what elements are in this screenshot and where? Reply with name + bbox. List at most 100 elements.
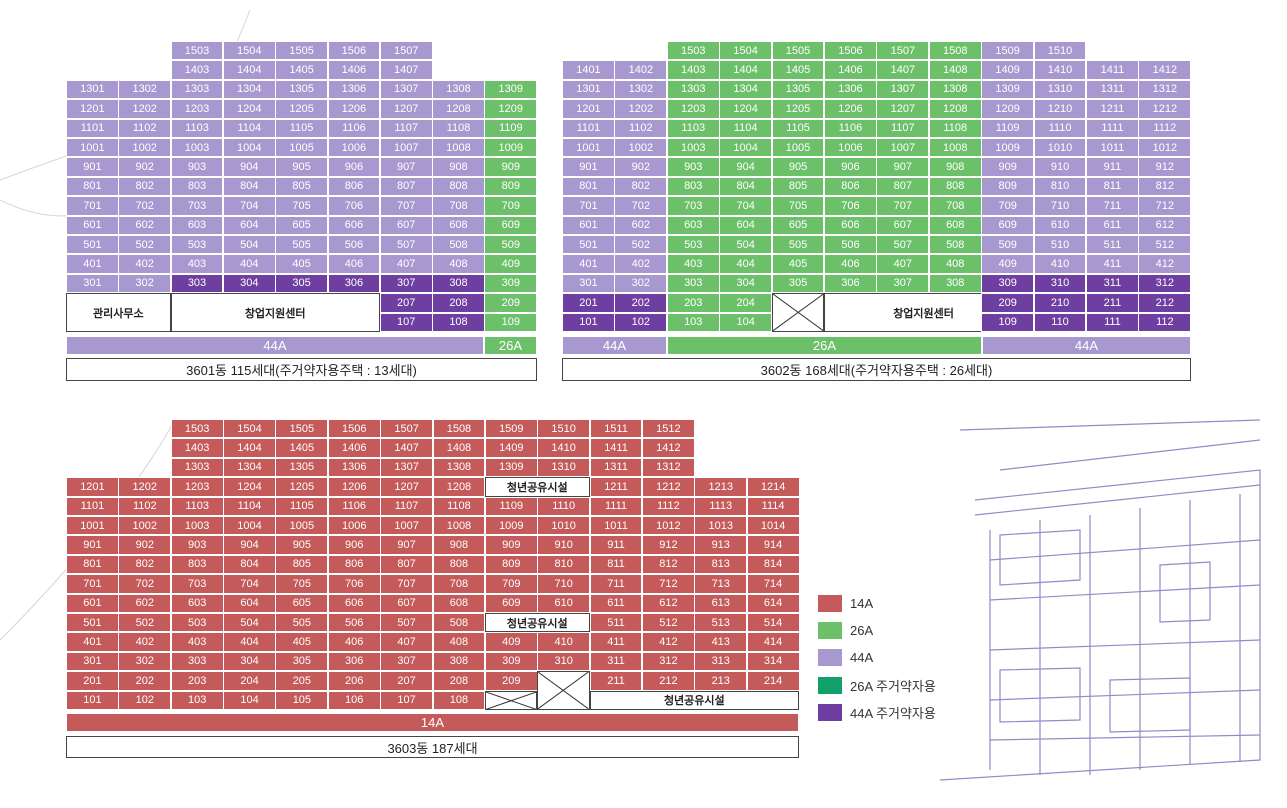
unit-cell: 212 — [1138, 293, 1192, 313]
unit-cell: 605 — [771, 215, 825, 235]
unit-cell: 1105 — [275, 496, 329, 516]
legend-swatch — [818, 676, 842, 694]
unit-cell: 505 — [275, 613, 329, 633]
unit-cell: 1001 — [66, 516, 119, 536]
unit-cell: 702 — [614, 196, 668, 216]
unit-cell: 1104 — [719, 118, 773, 138]
cross-icon — [485, 691, 537, 709]
unit-cell: 802 — [614, 176, 668, 197]
unit-cell: 713 — [694, 574, 748, 594]
unit-cell: 1301 — [562, 79, 615, 100]
unit-cell: 1101 — [66, 496, 119, 516]
unit-cell: 908 — [432, 157, 485, 177]
unit-cell: 107 — [379, 312, 433, 332]
unit-cell: 1203 — [170, 477, 224, 497]
unit-cell: 902 — [118, 535, 172, 555]
unit-cell: 1510 — [1033, 41, 1087, 61]
unit-cell: 706 — [327, 574, 381, 594]
unit-cell: 901 — [562, 157, 615, 177]
unit-cell: 1403 — [170, 60, 224, 80]
unit-cell: 804 — [223, 554, 276, 575]
unit-cell: 409 — [981, 254, 1035, 274]
youth-shared-facility: 청년공유시설 — [484, 613, 590, 633]
unit-cell: 1114 — [746, 496, 800, 516]
unit-cell: 1412 — [641, 438, 695, 458]
unit-cell: 1410 — [1033, 60, 1087, 80]
unit-cell: 407 — [876, 254, 930, 274]
unit-cell: 907 — [380, 535, 434, 555]
unit-cell: 810 — [537, 554, 591, 575]
unit-cell: 701 — [562, 196, 615, 216]
unit-cell: 308 — [928, 273, 982, 294]
unit-cell: 405 — [275, 254, 328, 274]
unit-cell: 210 — [1033, 293, 1087, 313]
unit-cell: 1002 — [118, 516, 172, 536]
unit-cell: 1303 — [170, 79, 224, 100]
unit-cell: 1506 — [824, 41, 877, 61]
unit-cell: 1111 — [589, 496, 643, 516]
unit-cell: 1405 — [771, 60, 825, 80]
unit-cell: 1310 — [1033, 79, 1087, 100]
unit-cell: 610 — [1033, 215, 1087, 235]
unit-cell: 214 — [746, 671, 800, 691]
unit-cell: 611 — [1086, 215, 1139, 235]
unit-cell: 104 — [223, 690, 276, 710]
legend-item: 44A — [818, 648, 936, 666]
unit-cell: 1104 — [222, 118, 276, 138]
unit-cell: 209 — [981, 293, 1035, 313]
unit-cell: 1103 — [170, 118, 224, 138]
unit-cell: 709 — [484, 574, 538, 594]
unit-cell: 1209 — [981, 99, 1035, 119]
unit-cell: 204 — [223, 671, 276, 691]
unit-cell: 1206 — [824, 99, 877, 119]
unit-cell: 213 — [694, 671, 748, 691]
type-bar-44a: 44A — [562, 336, 667, 355]
unit-cell: 313 — [694, 651, 748, 672]
unit-cell: 1302 — [118, 79, 172, 100]
unit-cell: 913 — [694, 535, 748, 555]
unit-cell: 610 — [537, 593, 591, 613]
unit-cell: 302 — [118, 273, 172, 294]
legend: 14A 26A 44A 26A 주거약자용 44A 주거약자용 — [818, 594, 936, 730]
unit-cell: 1407 — [876, 60, 930, 80]
unit-cell: 1507 — [380, 419, 434, 439]
unit-cell: 707 — [876, 196, 930, 216]
unit-cell: 1211 — [589, 477, 643, 497]
unit-cell: 501 — [66, 613, 119, 633]
void-cross-icon — [537, 671, 590, 710]
unit-cell: 401 — [66, 632, 119, 652]
unit-cell: 504 — [222, 235, 276, 255]
unit-cell: 905 — [275, 157, 328, 177]
unit-cell: 1201 — [66, 477, 119, 497]
unit-cell: 109 — [484, 312, 538, 332]
unit-cell: 403 — [170, 632, 224, 652]
unit-cell: 1403 — [170, 438, 224, 458]
unit-cell: 1202 — [118, 477, 172, 497]
unit-cell: 1113 — [694, 496, 748, 516]
unit-cell: 205 — [275, 671, 329, 691]
unit-cell: 1207 — [380, 477, 434, 497]
unit-cell: 1407 — [380, 438, 434, 458]
unit-cell: 608 — [432, 593, 486, 613]
unit-cell: 709 — [981, 196, 1035, 216]
unit-cell: 712 — [641, 574, 695, 594]
unit-cell: 805 — [275, 554, 329, 575]
unit-cell: 907 — [876, 157, 930, 177]
unit-cell: 406 — [824, 254, 877, 274]
unit-cell: 309 — [981, 273, 1035, 294]
unit-cell: 602 — [614, 215, 668, 235]
unit-cell: 406 — [327, 632, 381, 652]
unit-cell: 1304 — [222, 79, 276, 100]
unit-cell: 608 — [928, 215, 982, 235]
unit-cell: 710 — [1033, 196, 1087, 216]
unit-cell: 1307 — [876, 79, 930, 100]
unit-cell: 1109 — [484, 118, 538, 138]
unit-cell: 1506 — [327, 419, 381, 439]
unit-cell: 1503 — [666, 41, 720, 61]
unit-cell: 707 — [379, 196, 433, 216]
unit-cell: 1010 — [537, 516, 591, 536]
unit-cell: 602 — [118, 593, 172, 613]
unit-cell: 1303 — [666, 79, 720, 100]
unit-cell: 805 — [275, 176, 328, 197]
unit-cell: 1012 — [1138, 138, 1192, 158]
